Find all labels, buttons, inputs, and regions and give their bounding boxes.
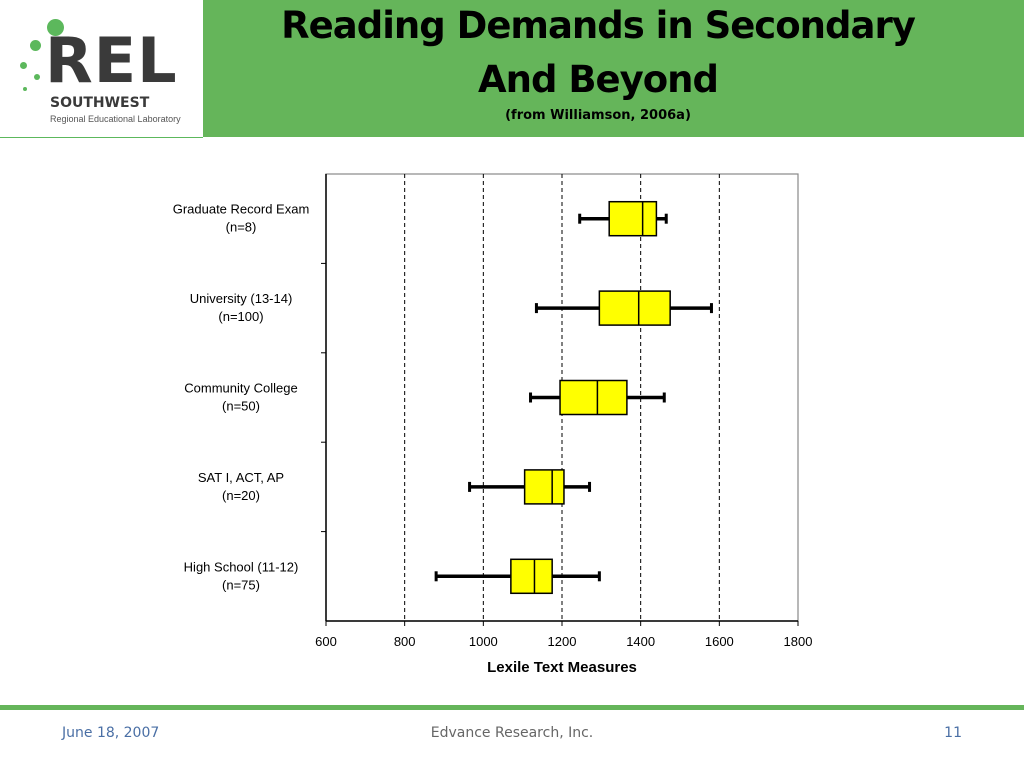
category-1-label: University (13-14) [190,291,293,306]
slide-title-line1: Reading Demands in Secondary [281,4,916,47]
slide-header: REL SOUTHWEST Regional Educational Labor… [0,0,1024,138]
slide-title-source: (from Williamson, 2006a) [505,108,691,123]
slide-title-line2: And Beyond [477,58,719,101]
category-3-box [523,469,565,505]
category-0-label: Graduate Record Exam [173,202,310,217]
logo-dot-small [20,62,27,69]
footer-organization: Edvance Research, Inc. [430,725,594,741]
x-tick-label-800: 800 [394,634,416,649]
category-2-label: Community College [184,381,297,396]
x-tick-label-600: 600 [315,634,337,649]
category-0-box [608,200,658,237]
logo-dot-medium [30,40,41,51]
x-tick-label-1200: 1200 [548,634,577,649]
x-tick-label-1600: 1600 [705,634,734,649]
logo-dot-mini [23,87,27,91]
logo-dot-large [47,19,64,36]
x-axis-label: Lexile Text Measures [487,659,637,676]
category-4-n: (n=75) [222,577,260,592]
footer-page-number: 11 [944,725,962,741]
category-3-label: SAT I, ACT, AP [198,470,284,485]
category-2-n: (n=50) [222,399,260,414]
footer-divider [0,705,1024,710]
rel-southwest-logo: REL SOUTHWEST Regional Educational Labor… [0,0,203,138]
logo-rel-text: REL [45,24,178,97]
category-0-n: (n=8) [226,220,257,235]
category-1-box [598,290,671,326]
boxplot-chart: 600 800 1000 1200 1400 1600 1800 Lexile Text Me… [173,173,813,676]
x-tick-label-1000: 1000 [469,634,498,649]
category-4-box [510,558,553,595]
category-2-box [559,379,628,416]
x-tick-label-1400: 1400 [626,634,655,649]
footer-date: June 18, 2007 [62,725,160,741]
x-tick-label-1800: 1800 [784,634,813,649]
category-4-label: High School (11-12) [184,559,299,574]
category-3-n: (n=20) [222,488,260,503]
logo-southwest-text: SOUTHWEST [50,95,150,111]
logo-subtitle: Regional Educational Laboratory [50,114,181,124]
title-band: Reading Demands in Secondary And Beyond … [203,0,1024,137]
category-1-n: (n=100) [218,309,263,324]
logo-dot-tiny [34,74,40,80]
